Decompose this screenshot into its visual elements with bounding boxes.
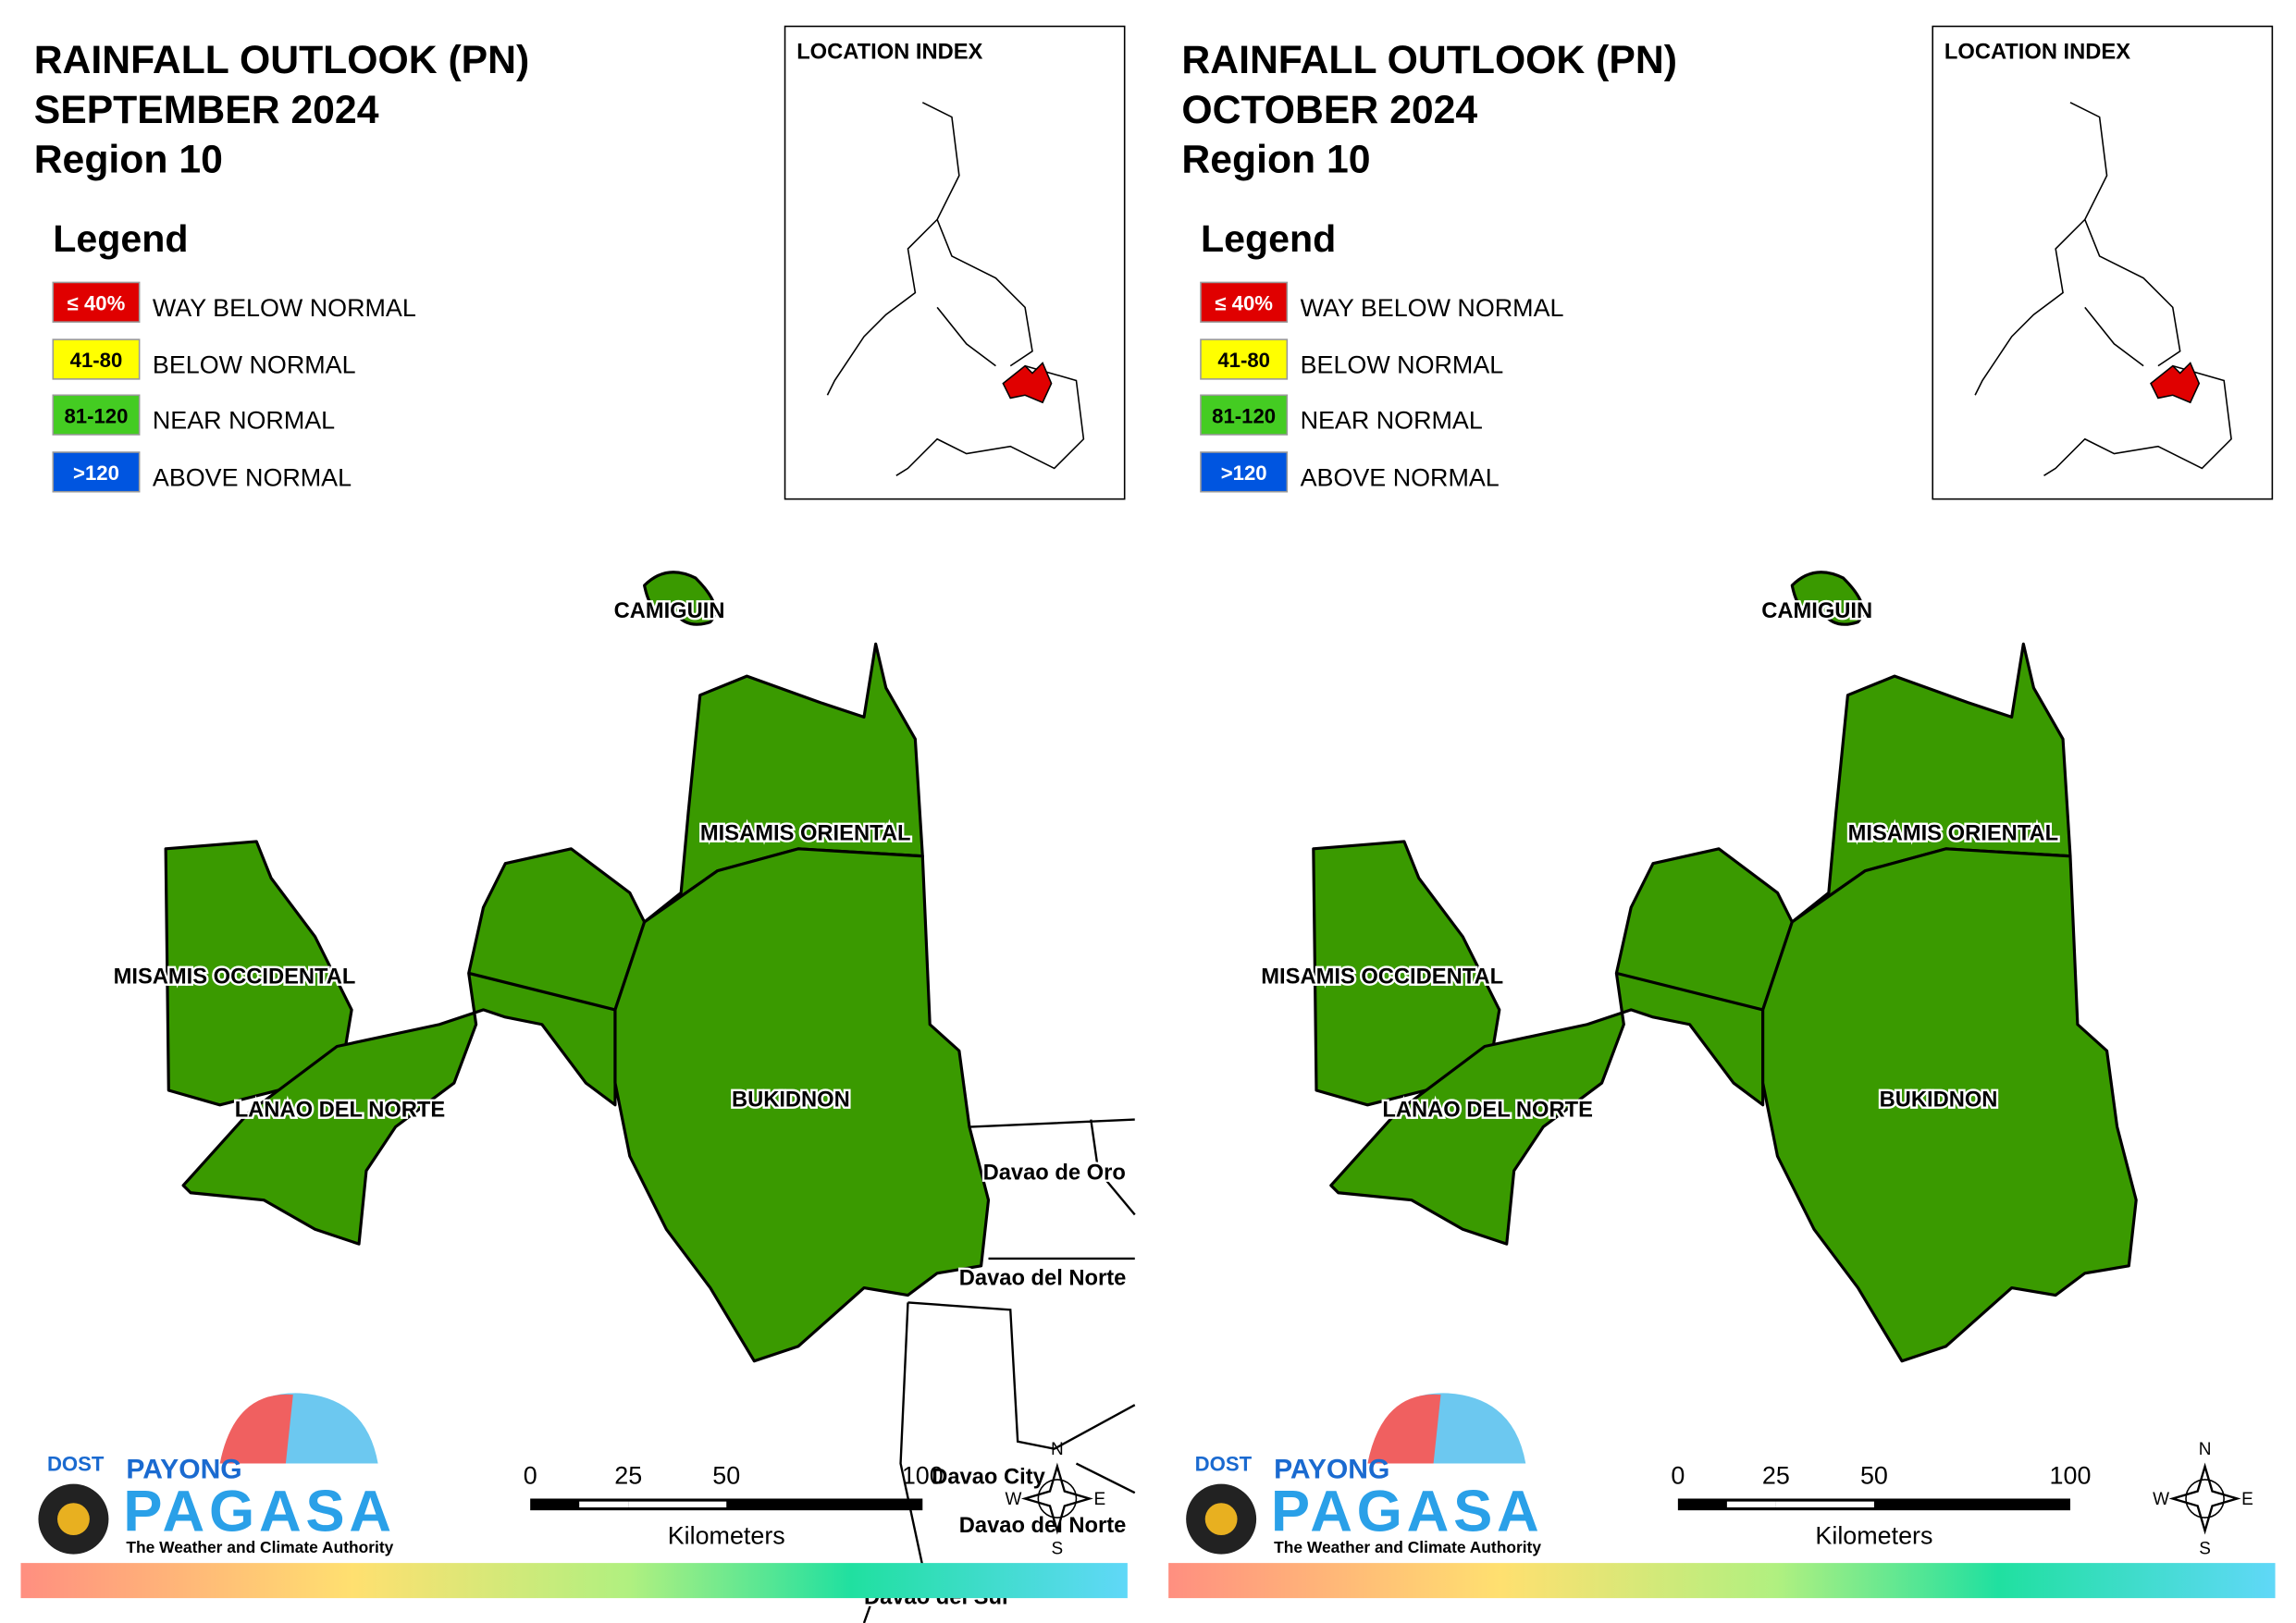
title-line: RAINFALL OUTLOOK (PN) — [1181, 38, 1677, 82]
legend-swatch — [1200, 451, 1289, 493]
compass-letter: E — [2241, 1490, 2253, 1509]
title-line: RAINFALL OUTLOOK (PN) — [34, 38, 530, 82]
compass-letter: W — [1005, 1490, 1021, 1509]
location-index-box — [784, 25, 1126, 500]
province-label: BUKIDNON — [1880, 1088, 1998, 1112]
logo-payong: PAYONG — [1274, 1454, 1389, 1484]
legend-swatch — [52, 394, 141, 436]
legend-swatch-label: ≤ 40% — [1215, 291, 1273, 314]
legend-label: BELOW NORMAL — [1301, 351, 1504, 379]
province-label: MISAMIS OCCIDENTAL — [114, 965, 356, 989]
legend-title: Legend — [53, 217, 188, 260]
legend-swatch-label: ≤ 40% — [68, 291, 126, 314]
scale-segment — [579, 1501, 629, 1507]
neighbor-label: Davao de Oro — [983, 1161, 1126, 1185]
province-label: CAMIGUIN — [1761, 599, 1872, 623]
province-label: CAMIGUIN — [614, 599, 725, 623]
legend-swatch-label: 41-80 — [70, 349, 123, 372]
rainbow-bar — [1168, 1563, 2276, 1599]
province-label: MISAMIS ORIENTAL — [1848, 821, 2059, 845]
compass-letter: S — [1052, 1540, 1064, 1559]
legend-label: NEAR NORMAL — [1301, 407, 1483, 435]
logo-tagline: The Weather and Climate Authority — [1274, 1538, 1541, 1556]
scale-segment — [1775, 1501, 1874, 1507]
legend-swatch-label: >120 — [73, 461, 119, 485]
logo-seal-inner — [1204, 1503, 1238, 1536]
legend-label: NEAR NORMAL — [153, 407, 335, 435]
scale-tick-label: 0 — [524, 1462, 537, 1490]
legend-swatch-label: >120 — [1221, 461, 1267, 485]
scale-tick-label: 50 — [712, 1462, 740, 1490]
scale-tick-label: 100 — [2050, 1462, 2092, 1490]
logo-payong: PAYONG — [126, 1454, 241, 1484]
logo-umbrella-red — [1367, 1394, 1441, 1464]
compass-ring — [1037, 1479, 1078, 1518]
title-line: Region 10 — [34, 138, 223, 182]
legend-label: ABOVE NORMAL — [1301, 463, 1500, 491]
scale-tick-label: 0 — [1671, 1462, 1685, 1490]
title-line: Region 10 — [1181, 138, 1370, 182]
logo-seal-inner — [57, 1503, 90, 1536]
scale-unit: Kilometers — [1815, 1522, 1932, 1550]
panel: RAINFALL OUTLOOK (PN) OCTOBER 2024 Region … — [1168, 25, 2276, 1599]
scale-tick-label: 50 — [1860, 1462, 1888, 1490]
scale-tick-label: 100 — [902, 1462, 944, 1490]
neighbor-label: Davao del Norte — [959, 1514, 1127, 1538]
title-line: OCTOBER 2024 — [1181, 88, 1477, 132]
province-label: MISAMIS ORIENTAL — [700, 821, 911, 845]
panel: RAINFALL OUTLOOK (PN) SEPTEMBER 2024 Regio… — [20, 25, 1136, 1623]
compass-rose — [2168, 1462, 2241, 1535]
legend-swatch-label: 41-80 — [1217, 349, 1270, 372]
compass-letter: E — [1093, 1490, 1105, 1509]
legend-swatch — [52, 281, 141, 323]
logo-tagline: The Weather and Climate Authority — [126, 1538, 393, 1556]
legend-swatch — [1200, 281, 1289, 323]
location-index-title: LOCATION INDEX — [1944, 40, 2130, 64]
logo-dost: DOST — [1195, 1452, 1253, 1475]
scale-tick-label: 25 — [614, 1462, 642, 1490]
compass-letter: N — [2199, 1440, 2212, 1459]
neighbor-label: Davao City — [932, 1466, 1045, 1490]
legend-swatch — [52, 338, 141, 380]
rainbow-bar — [20, 1563, 1128, 1599]
location-index-title: LOCATION INDEX — [796, 40, 982, 64]
logo-umbrella-red — [219, 1394, 293, 1464]
legend-label: WAY BELOW NORMAL — [1301, 294, 1564, 322]
compass-letter: N — [1051, 1440, 1064, 1459]
compass-rose — [1020, 1462, 1093, 1535]
title-line: SEPTEMBER 2024 — [34, 88, 379, 132]
logo-pagasa: PAGASA — [123, 1479, 396, 1543]
scale-segment — [628, 1501, 727, 1507]
compass-letter: W — [2153, 1490, 2169, 1509]
legend-label: WAY BELOW NORMAL — [153, 294, 416, 322]
neighbor-label: Davao del Norte — [959, 1266, 1127, 1290]
legend-swatch — [1200, 394, 1289, 436]
logo-pagasa: PAGASA — [1271, 1479, 1544, 1543]
province-label: LANAO DEL NORTE — [1382, 1098, 1593, 1122]
legend-swatch — [1200, 338, 1289, 380]
scale-tick-label: 25 — [1762, 1462, 1790, 1490]
legend-swatch-label: 81-120 — [1212, 404, 1276, 427]
location-index-box — [1932, 25, 2274, 500]
legend-swatch — [52, 451, 141, 493]
compass-letter: S — [2199, 1540, 2211, 1559]
legend-label: BELOW NORMAL — [153, 351, 356, 379]
compass-ring — [2185, 1479, 2225, 1518]
scale-segment — [1726, 1501, 1776, 1507]
legend-swatch-label: 81-120 — [64, 404, 128, 427]
province-label: MISAMIS OCCIDENTAL — [1261, 965, 1503, 989]
legend-title: Legend — [1201, 217, 1336, 260]
scale-unit: Kilometers — [668, 1522, 785, 1550]
legend-label: ABOVE NORMAL — [153, 463, 352, 491]
logo-dost: DOST — [47, 1452, 105, 1475]
province-label: BUKIDNON — [732, 1088, 850, 1112]
province-label: LANAO DEL NORTE — [235, 1098, 446, 1122]
